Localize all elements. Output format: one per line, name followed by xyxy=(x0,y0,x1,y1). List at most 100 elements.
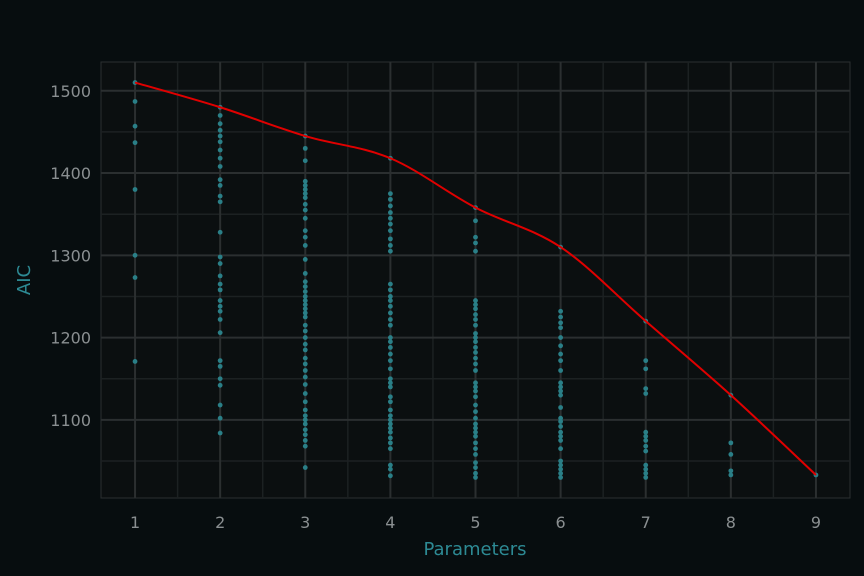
data-point xyxy=(302,391,308,396)
data-point xyxy=(558,320,564,326)
min-aic-line xyxy=(134,81,817,476)
data-point xyxy=(387,462,393,468)
data-point xyxy=(217,430,223,436)
data-point xyxy=(558,415,564,421)
data-point xyxy=(217,127,223,133)
data-point xyxy=(558,419,564,424)
data-point xyxy=(217,287,223,293)
data-point xyxy=(217,229,223,235)
data-point xyxy=(643,429,649,435)
y-tick-label: 1200 xyxy=(50,329,91,348)
data-point xyxy=(558,466,564,472)
data-point xyxy=(558,343,564,349)
data-point xyxy=(473,388,478,394)
data-point xyxy=(302,368,308,373)
data-point xyxy=(643,366,649,372)
data-point xyxy=(473,368,478,373)
data-point xyxy=(387,210,393,215)
data-point xyxy=(473,380,478,386)
data-point xyxy=(217,193,223,199)
data-point xyxy=(387,417,393,423)
data-point xyxy=(558,433,564,439)
data-point xyxy=(387,380,393,386)
data-point xyxy=(217,113,223,118)
data-point xyxy=(473,394,478,400)
data-point xyxy=(132,99,138,104)
data-point xyxy=(558,380,564,386)
data-point xyxy=(473,452,478,457)
data-point xyxy=(558,470,564,476)
data-point xyxy=(217,358,223,364)
data-point xyxy=(217,177,223,183)
data-point xyxy=(302,407,308,413)
data-point xyxy=(132,140,138,146)
data-point xyxy=(387,281,393,287)
data-point xyxy=(387,407,393,413)
data-point xyxy=(558,351,564,357)
data-point xyxy=(217,155,223,161)
data-point xyxy=(302,271,308,276)
data-point xyxy=(558,462,564,468)
data-point xyxy=(387,384,393,390)
x-tick-labels: 1 2 3 4 5 6 7 8 9 xyxy=(130,513,821,532)
data-point xyxy=(643,466,649,472)
data-point xyxy=(473,234,478,240)
data-point xyxy=(302,465,308,470)
data-point xyxy=(473,306,478,312)
data-point xyxy=(387,446,393,452)
data-point xyxy=(387,298,393,303)
data-point xyxy=(387,399,393,405)
data-point xyxy=(387,473,393,479)
data-point xyxy=(132,187,138,192)
data-point xyxy=(728,440,734,446)
data-point xyxy=(473,248,478,254)
data-point xyxy=(217,303,223,309)
x-tick-label: 3 xyxy=(300,513,310,532)
data-point xyxy=(387,394,393,400)
data-point xyxy=(473,298,478,303)
data-point xyxy=(387,310,393,316)
data-point xyxy=(473,339,478,345)
data-point xyxy=(558,368,564,373)
data-point xyxy=(473,349,478,355)
data-point xyxy=(643,433,649,439)
data-point xyxy=(473,421,478,427)
data-point xyxy=(302,413,308,419)
data-point xyxy=(387,466,393,472)
data-point xyxy=(387,236,393,242)
data-point xyxy=(558,335,564,340)
data-point xyxy=(217,376,223,382)
data-point xyxy=(217,317,223,322)
data-point xyxy=(387,203,393,209)
data-point xyxy=(643,470,649,476)
data-point xyxy=(473,433,478,439)
data-point xyxy=(132,252,138,258)
data-point xyxy=(302,201,308,207)
y-tick-labels: 1100 1200 1300 1400 1500 xyxy=(50,82,91,430)
data-point xyxy=(473,465,478,470)
data-point xyxy=(302,298,308,303)
data-point xyxy=(132,275,138,280)
data-point xyxy=(473,312,478,317)
data-point xyxy=(473,384,478,390)
data-point xyxy=(302,294,308,299)
data-point xyxy=(132,123,138,129)
data-point xyxy=(387,440,393,446)
data-point xyxy=(473,345,478,350)
data-point xyxy=(132,359,138,364)
x-tick-label: 2 xyxy=(215,513,225,532)
data-point xyxy=(387,248,393,254)
y-tick-label: 1300 xyxy=(50,246,91,265)
data-point xyxy=(387,345,393,350)
data-point xyxy=(473,429,478,435)
data-point xyxy=(387,421,393,427)
data-point xyxy=(473,331,478,336)
data-point xyxy=(302,234,308,240)
data-point xyxy=(302,361,308,367)
data-point xyxy=(473,361,478,367)
data-point xyxy=(302,284,308,289)
data-point xyxy=(387,215,393,221)
data-point xyxy=(473,440,478,446)
data-point xyxy=(728,472,734,478)
